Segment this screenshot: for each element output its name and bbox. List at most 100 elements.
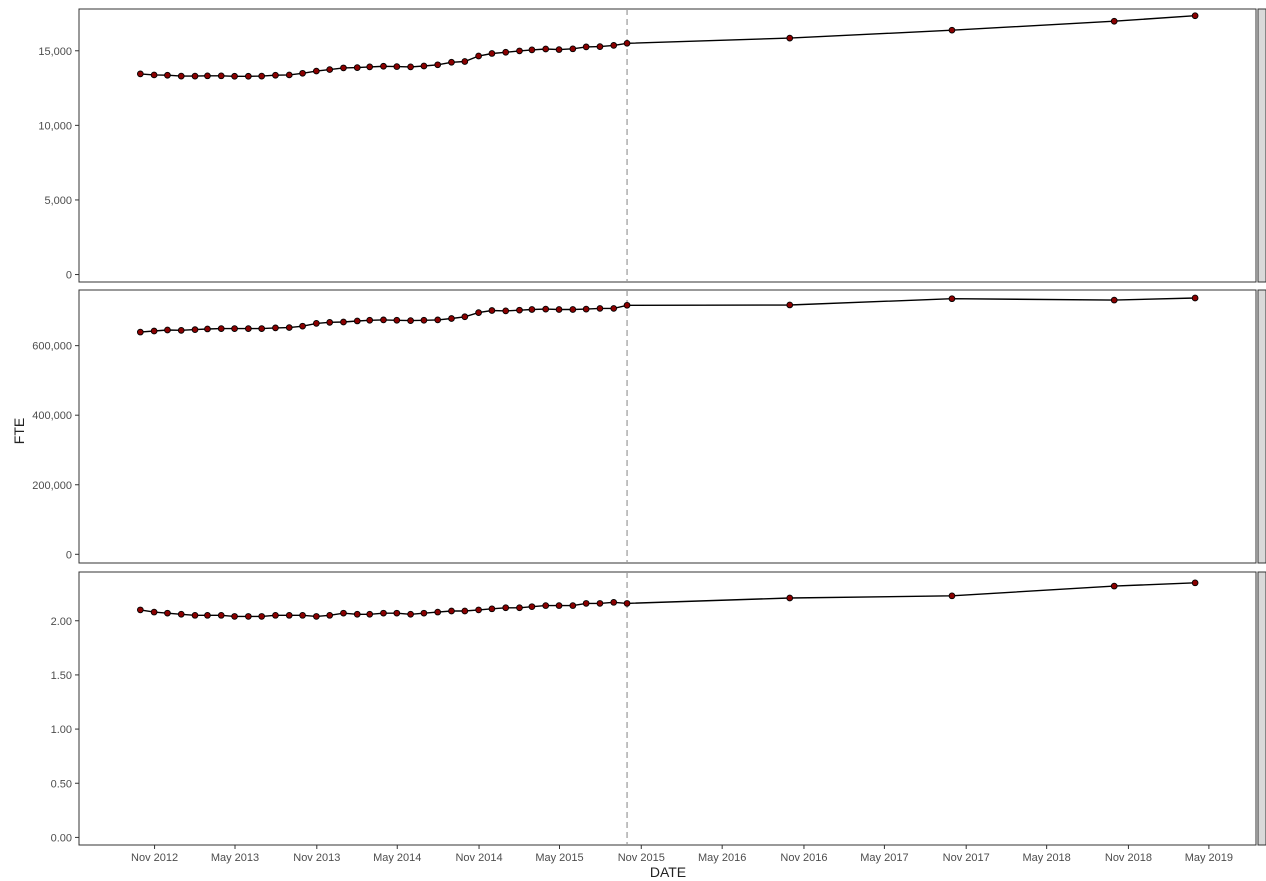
data-point (393, 609, 401, 617)
data-point (786, 594, 794, 602)
data-point (420, 62, 428, 70)
data-point (434, 608, 442, 616)
x-tick-label: May 2018 (1022, 852, 1070, 864)
data-point (150, 608, 158, 616)
data-point (407, 317, 414, 324)
data-point (204, 611, 211, 619)
data-point (340, 318, 347, 326)
x-tick-label: May 2015 (535, 852, 583, 864)
data-point (285, 611, 293, 619)
data-point (177, 326, 185, 334)
data-point (272, 71, 279, 79)
x-tick-label: Nov 2015 (618, 852, 665, 864)
data-point (244, 325, 252, 332)
data-point (596, 600, 604, 607)
y-axis-title: FTE (11, 418, 27, 444)
data-point (217, 72, 225, 80)
x-axis: Nov 2012 May 2013 Nov 2013 May 2014 Nov 2014… (131, 845, 1233, 864)
data-point (488, 307, 496, 314)
data-point (488, 50, 496, 57)
data-point (623, 39, 631, 47)
data-point (475, 52, 482, 60)
data-point (434, 316, 442, 324)
data-point (164, 71, 171, 79)
data-point (948, 295, 956, 303)
panel-border (78, 571, 1257, 846)
data-point (1110, 296, 1118, 304)
data-point (393, 63, 401, 70)
data-point (528, 603, 536, 611)
data-point (623, 301, 631, 309)
data-point (244, 613, 252, 620)
data-point (502, 604, 510, 612)
data-point (420, 316, 428, 324)
data-point (272, 324, 279, 332)
x-tick-label: May 2019 (1185, 852, 1233, 864)
data-point (475, 309, 482, 316)
panel-border (78, 289, 1257, 564)
data-point (353, 317, 361, 325)
data-point (596, 43, 604, 50)
data-point (623, 600, 631, 607)
data-point (448, 607, 455, 615)
data-point (204, 72, 211, 80)
data-point (313, 320, 320, 327)
data-point (164, 326, 171, 334)
data-point (610, 305, 618, 312)
data-point (340, 609, 347, 617)
data-point (407, 610, 414, 618)
data-point (285, 324, 293, 331)
data-point (502, 48, 510, 56)
data-point (191, 611, 199, 619)
panel-3: 0.00 0.50 1.00 1.50 2.00 (51, 571, 1266, 846)
data-point (407, 63, 414, 71)
x-tick-label: May 2017 (860, 852, 908, 864)
data-point (231, 72, 238, 80)
x-axis-title: DATE (650, 864, 686, 880)
data-point (596, 305, 604, 312)
y-tick-label: 0 (66, 549, 72, 561)
data-point (420, 609, 428, 617)
data-point (488, 605, 496, 613)
data-point (948, 592, 956, 600)
data-point (366, 316, 374, 324)
y-tick-label: 200,000 (32, 480, 72, 492)
data-point (150, 327, 158, 335)
data-point (502, 307, 510, 315)
data-point (542, 602, 550, 609)
data-point (582, 43, 590, 51)
data-point (1191, 579, 1199, 587)
x-tick-label: Nov 2014 (455, 852, 502, 864)
data-point (555, 602, 563, 609)
y-tick-label: 0.00 (51, 832, 72, 844)
data-point (582, 305, 590, 313)
data-point (136, 70, 144, 78)
data-point (258, 72, 266, 80)
data-point (610, 598, 618, 606)
y-tick-label: 400,000 (32, 410, 72, 422)
data-point (366, 610, 374, 618)
data-point (542, 305, 550, 313)
panel-2: 0 200,000 400,000 600,000 (32, 289, 1266, 564)
data-point (542, 45, 550, 53)
data-point (366, 63, 374, 71)
data-point (299, 322, 306, 330)
data-point (555, 46, 563, 53)
data-point (299, 611, 306, 619)
data-point (582, 600, 590, 607)
data-point (299, 69, 306, 77)
data-point (258, 325, 266, 332)
facet-strip (1257, 571, 1266, 846)
data-point (231, 613, 238, 620)
data-point (461, 607, 469, 615)
data-point (326, 611, 334, 619)
data-point (326, 318, 334, 326)
panel-border (78, 8, 1257, 283)
data-point (786, 301, 794, 309)
data-point (516, 47, 523, 55)
y-tick-label: 2.00 (51, 616, 72, 628)
data-point (191, 72, 199, 80)
x-tick-label: Nov 2012 (131, 852, 178, 864)
data-point (1110, 582, 1118, 590)
